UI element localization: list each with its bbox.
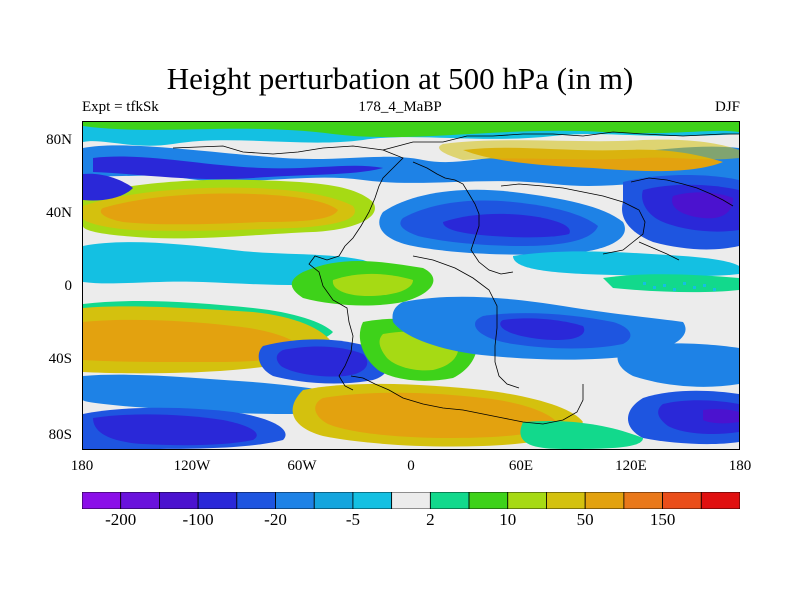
colorbar-label: 2	[426, 510, 435, 529]
colorbar-swatch	[662, 492, 702, 509]
colorbar-label: -100	[182, 510, 214, 529]
colorbar-swatch	[120, 492, 160, 509]
colorbar-swatch	[623, 492, 663, 509]
colorbar-swatch	[197, 492, 238, 509]
plot-title: Height perturbation at 500 hPa (in m)	[166, 61, 634, 96]
colorbar-swatch	[82, 492, 122, 509]
experiment-label: Expt = tfkSk	[82, 99, 159, 115]
colorbar	[82, 492, 740, 509]
colorbar-label: -200	[105, 510, 137, 529]
lon-label: 180	[728, 458, 752, 474]
lon-label: 120E	[615, 458, 647, 474]
lon-label: 0	[407, 458, 415, 474]
lon-label: 60W	[287, 458, 317, 474]
contour-field	[83, 122, 739, 449]
lon-label: 180	[70, 458, 94, 474]
colorbar-swatch	[584, 492, 625, 509]
colorbar-swatch	[468, 492, 509, 509]
colorbar-swatch	[391, 492, 431, 509]
lon-label: 120W	[173, 458, 211, 474]
lat-label: 80S	[48, 427, 72, 443]
colorbar-swatch	[546, 492, 586, 509]
season-label: DJF	[714, 99, 740, 115]
colorbar-swatch	[507, 492, 547, 509]
lat-label: 0	[64, 278, 73, 294]
colorbar-label: -20	[264, 510, 287, 529]
colorbar-label: 10	[499, 510, 517, 529]
colorbar-swatch	[275, 492, 315, 509]
run-label: 178_4_MaBP	[358, 99, 442, 115]
lat-label: 80N	[46, 132, 72, 148]
colorbar-swatch	[352, 492, 393, 509]
colorbar-swatch	[700, 492, 740, 509]
colorbar-swatch	[313, 492, 354, 509]
colorbar-label: -5	[345, 510, 361, 529]
colorbar-swatch	[429, 492, 470, 509]
lat-label: 40S	[48, 351, 72, 367]
map-panel	[82, 121, 740, 450]
lon-label: 60E	[508, 458, 534, 474]
colorbar-swatch	[159, 492, 199, 509]
colorbar-label: 150	[649, 510, 676, 529]
colorbar-label: 50	[576, 510, 594, 529]
colorbar-swatch	[236, 492, 276, 509]
lat-label: 40N	[46, 205, 72, 221]
